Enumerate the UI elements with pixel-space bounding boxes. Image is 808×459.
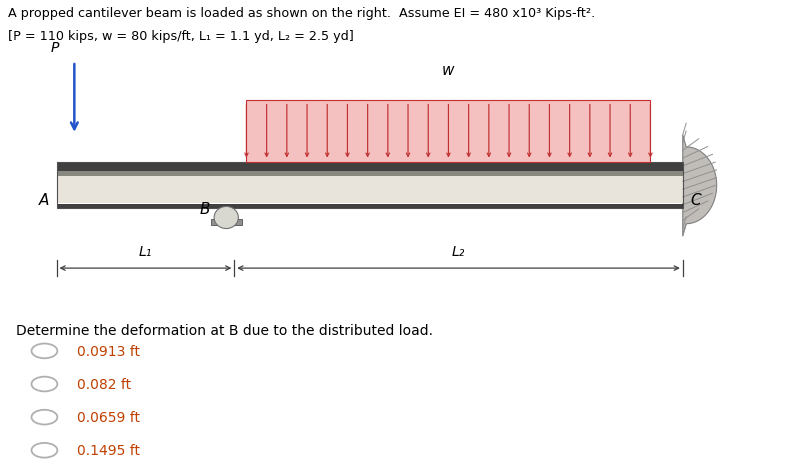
Text: L₂: L₂ (452, 245, 465, 258)
Text: 0.0659 ft: 0.0659 ft (77, 410, 140, 424)
Circle shape (32, 344, 57, 358)
Text: L₁: L₁ (139, 245, 152, 258)
Bar (57, 168, 683, 203)
Text: A propped cantilever beam is loaded as shown on the right.  Assume EI = 480 x10³: A propped cantilever beam is loaded as s… (8, 7, 595, 20)
Text: 0.0913 ft: 0.0913 ft (77, 344, 140, 358)
Bar (57, 204, 683, 209)
Text: P: P (51, 41, 59, 55)
Circle shape (32, 377, 57, 392)
Polygon shape (683, 135, 717, 236)
Text: B: B (200, 202, 210, 216)
Text: A: A (40, 192, 49, 207)
Text: [P = 110 kips, w = 80 kips/ft, L₁ = 1.1 yd, L₂ = 2.5 yd]: [P = 110 kips, w = 80 kips/ft, L₁ = 1.1 … (8, 30, 354, 43)
Text: 0.1495 ft: 0.1495 ft (77, 443, 140, 457)
Circle shape (32, 443, 57, 458)
Bar (211, 220, 242, 225)
Bar (57, 171, 683, 177)
Bar (57, 163, 683, 209)
Text: w: w (442, 63, 455, 78)
Circle shape (32, 410, 57, 425)
Bar (57, 163, 683, 171)
Bar (246, 101, 650, 163)
Ellipse shape (214, 207, 238, 229)
Text: C: C (691, 192, 701, 207)
Text: 0.082 ft: 0.082 ft (77, 377, 131, 391)
Text: Determine the deformation at B due to the distributed load.: Determine the deformation at B due to th… (16, 324, 433, 337)
